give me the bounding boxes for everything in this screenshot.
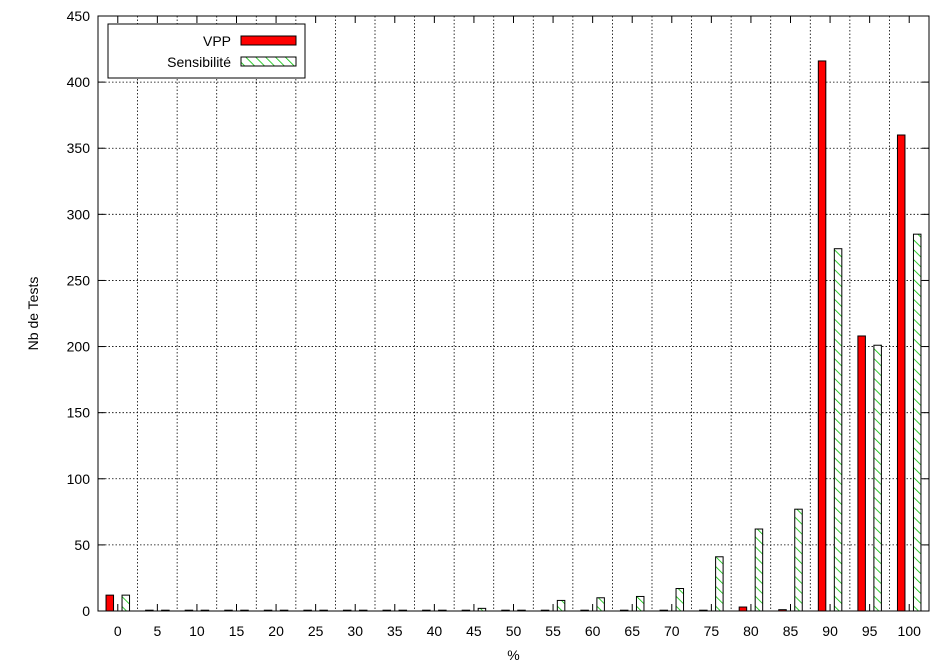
grid-lines: [98, 16, 929, 611]
x-tick-label: 95: [862, 623, 878, 639]
y-tick-label: 50: [74, 537, 90, 553]
y-tick-label: 450: [67, 8, 91, 24]
bar-sensibilite: [556, 599, 566, 612]
x-tick-label: 45: [466, 623, 482, 639]
bar-sensibilite: [715, 556, 724, 612]
y-tick-label: 300: [67, 206, 91, 222]
legend-swatch-vpp: [240, 35, 297, 46]
bar-sensibilite: [596, 597, 605, 612]
y-tick-label: 100: [67, 471, 91, 487]
legend-label-vpp: VPP: [203, 33, 231, 49]
x-tick-label: 30: [347, 623, 363, 639]
x-axis-label: %: [507, 647, 519, 663]
y-axis: 0 50 100 150 200 250 300 350 400 450: [67, 8, 929, 619]
x-tick-label: 10: [189, 623, 205, 639]
bar-vpp: [817, 60, 827, 612]
x-tick-label: 85: [783, 623, 799, 639]
x-tick-label: 90: [822, 623, 838, 639]
legend-box: [107, 23, 306, 79]
y-tick-label: 250: [67, 272, 91, 288]
x-tick-label: 60: [585, 623, 601, 639]
bar-vpp: [738, 606, 748, 612]
x-tick-label: 15: [229, 623, 245, 639]
bar-sensibilite: [121, 594, 131, 612]
x-tick-label: 0: [114, 623, 122, 639]
legend-label-sensibilite: Sensibilité: [167, 54, 231, 70]
x-tick-label: 55: [545, 623, 561, 639]
legend-swatch-sensibilite: [240, 56, 297, 67]
bar-sensibilite: [794, 508, 803, 612]
legend: VPP Sensibilité: [107, 23, 306, 79]
bar-sensibilite: [635, 595, 645, 612]
x-tick-label: 20: [268, 623, 284, 639]
bars: [105, 60, 922, 612]
y-tick-label: 350: [67, 140, 91, 156]
x-tick-label: 40: [427, 623, 443, 639]
bar-sensibilite: [754, 528, 764, 612]
plot-frame: [97, 15, 930, 612]
bar-vpp: [105, 594, 115, 612]
x-tick-label: 25: [308, 623, 324, 639]
bar-sensibilite: [912, 233, 922, 612]
x-tick-label: 75: [704, 623, 720, 639]
x-tick-label: 80: [743, 623, 759, 639]
x-tick-label: 35: [387, 623, 403, 639]
y-axis-label: Nb de Tests: [25, 277, 41, 351]
x-axis: 0 5 10 15 20 25 30 35 40 45 50 55 60 65 70 75 80 85 90 95 10…: [114, 16, 921, 639]
y-tick-label: 150: [67, 405, 91, 421]
bar-vpp: [896, 134, 906, 612]
bar-sensibilite: [833, 248, 843, 612]
bar-sensibilite: [675, 588, 685, 612]
bar-vpp: [857, 335, 866, 612]
x-tick-label: 5: [153, 623, 161, 639]
y-tick-label: 0: [82, 603, 90, 619]
x-tick-label: 70: [664, 623, 680, 639]
y-tick-label: 400: [67, 74, 91, 90]
x-tick-label: 50: [506, 623, 522, 639]
bar-sensibilite: [873, 344, 882, 612]
y-tick-label: 200: [67, 339, 91, 355]
x-tick-label: 100: [898, 623, 922, 639]
x-tick-label: 65: [624, 623, 640, 639]
